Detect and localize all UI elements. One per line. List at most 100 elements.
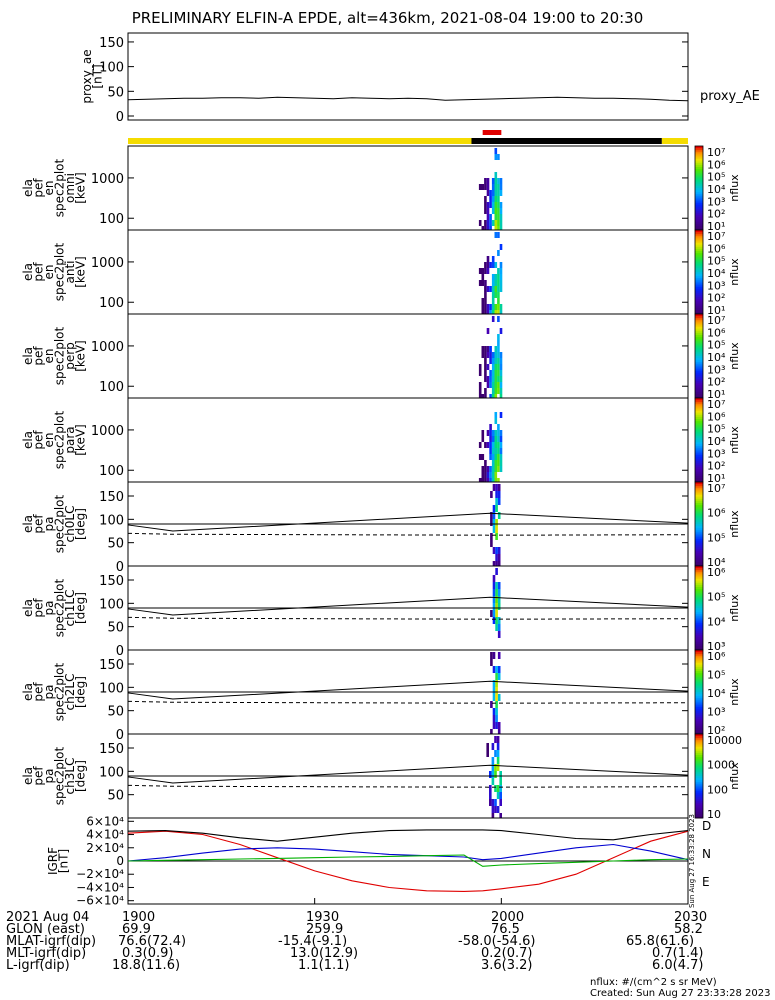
heatmap-cell: [490, 512, 493, 519]
colorbar-step: [695, 215, 703, 218]
colorbar-step: [695, 761, 703, 764]
axis-label: pef: [31, 346, 45, 366]
heatmap-cell: [497, 232, 500, 238]
coord-value: 58.2: [674, 922, 703, 937]
y-tick-label: 50: [107, 789, 124, 804]
heatmap-cell: [481, 298, 485, 304]
heatmap-cell: [494, 382, 498, 388]
colorbar-step: [695, 461, 703, 464]
colorbar-step: [695, 757, 703, 760]
colorbar-tick: 10⁴: [707, 687, 726, 700]
colorbar-step: [695, 347, 703, 351]
heatmap-cell: [497, 208, 500, 214]
losscone-line: [127, 680, 689, 700]
legend-label: N: [702, 847, 711, 861]
colorbar-step: [695, 391, 703, 395]
colorbar-tick: 10⁷: [707, 230, 725, 243]
heatmap-cell: [486, 304, 490, 310]
heatmap-cell: [492, 715, 496, 722]
heatmap-cell: [494, 764, 497, 771]
colorbar-step: [695, 230, 703, 233]
colorbar-step: [695, 530, 703, 533]
colorbar-step: [695, 505, 703, 508]
heatmap-cell: [497, 512, 501, 519]
colorbar-step: [695, 799, 703, 802]
y-tick-label: 1000: [91, 172, 124, 187]
colorbar-step: [695, 332, 703, 336]
colorbar-tick: 10³: [707, 447, 725, 460]
colorbar-step: [695, 167, 703, 170]
heatmap-cell: [489, 478, 492, 484]
colorbar-step: [695, 328, 703, 332]
axis-label: ela: [21, 431, 35, 449]
heatmap-cell: [491, 310, 495, 316]
colorbar-step: [695, 681, 703, 685]
colorbar-step: [695, 276, 703, 279]
heatmap-cell: [497, 554, 501, 561]
colorbar-step: [695, 343, 703, 346]
colorbar-step: [695, 242, 703, 246]
colorbar-tick: 10⁶: [707, 507, 726, 520]
heatmap-cell: [489, 352, 492, 358]
heatmap-cell: [497, 448, 500, 454]
heatmap-cell: [494, 454, 498, 460]
heatmap-cell: [495, 589, 498, 596]
colorbar-step: [695, 360, 703, 363]
colorbar-step: [695, 486, 703, 489]
heatmap-cell: [495, 624, 498, 631]
heatmap-cell: [489, 382, 492, 388]
axis-label: proxy_ae: [80, 49, 94, 103]
heatmap-cell: [499, 430, 503, 436]
colorbar-step: [695, 811, 703, 815]
colorbar-step: [695, 267, 703, 271]
heatmap-cell: [484, 370, 487, 376]
coord-value: 76.5: [491, 922, 520, 937]
heatmap-cell: [491, 178, 495, 184]
axis-label: spec2plot: [52, 410, 66, 469]
colorbar-step: [695, 465, 703, 468]
heatmap-cell: [494, 785, 497, 792]
coord-value: 2030: [674, 910, 708, 925]
heatmap-cell: [489, 370, 492, 376]
y-tick-label: 50: [107, 85, 124, 100]
colorbar-step: [695, 263, 703, 267]
colorbar-step: [695, 444, 703, 447]
heatmap-cell: [494, 448, 498, 454]
colorbar-step: [695, 303, 703, 307]
heatmap-cell: [486, 214, 490, 220]
colorbar-step: [695, 755, 703, 758]
colorbar-step: [695, 301, 703, 304]
heatmap-cell: [486, 202, 490, 208]
heatmap-cell: [497, 729, 501, 736]
colorbar-step: [695, 641, 703, 645]
y-tick-label: 100: [99, 513, 124, 528]
heatmap-cell: [497, 722, 501, 729]
colorbar-step: [695, 715, 703, 718]
colorbar-step: [695, 557, 703, 561]
heatmap-cell: [495, 715, 498, 722]
colorbar-step: [695, 385, 703, 388]
heatmap-cell: [492, 547, 496, 554]
heatmap-cell: [491, 274, 495, 280]
y-tick-label: 150: [99, 742, 124, 757]
colorbar-step: [695, 244, 703, 248]
heatmap-cell: [499, 226, 503, 232]
colorbar-step: [695, 322, 703, 325]
heatmap-cell: [491, 280, 495, 286]
colorbar-step: [695, 314, 703, 317]
colorbar-step: [695, 286, 703, 290]
colorbar-step: [695, 698, 703, 701]
axis-label: para: [63, 426, 77, 453]
colorbar-step: [695, 490, 703, 493]
colorbar-step: [695, 719, 703, 722]
colorbar-tick: 10²: [707, 724, 725, 737]
heatmap-cell: [492, 687, 496, 694]
heatmap-cell: [486, 364, 490, 370]
colorbar-step: [695, 494, 703, 498]
heatmap-cell: [494, 346, 498, 352]
status-segment: [128, 138, 472, 144]
y-tick-label: 1000: [91, 256, 124, 271]
colorbar-step: [695, 538, 703, 542]
igrf-|B|-line: [127, 829, 689, 842]
heatmap-cell: [489, 442, 492, 448]
